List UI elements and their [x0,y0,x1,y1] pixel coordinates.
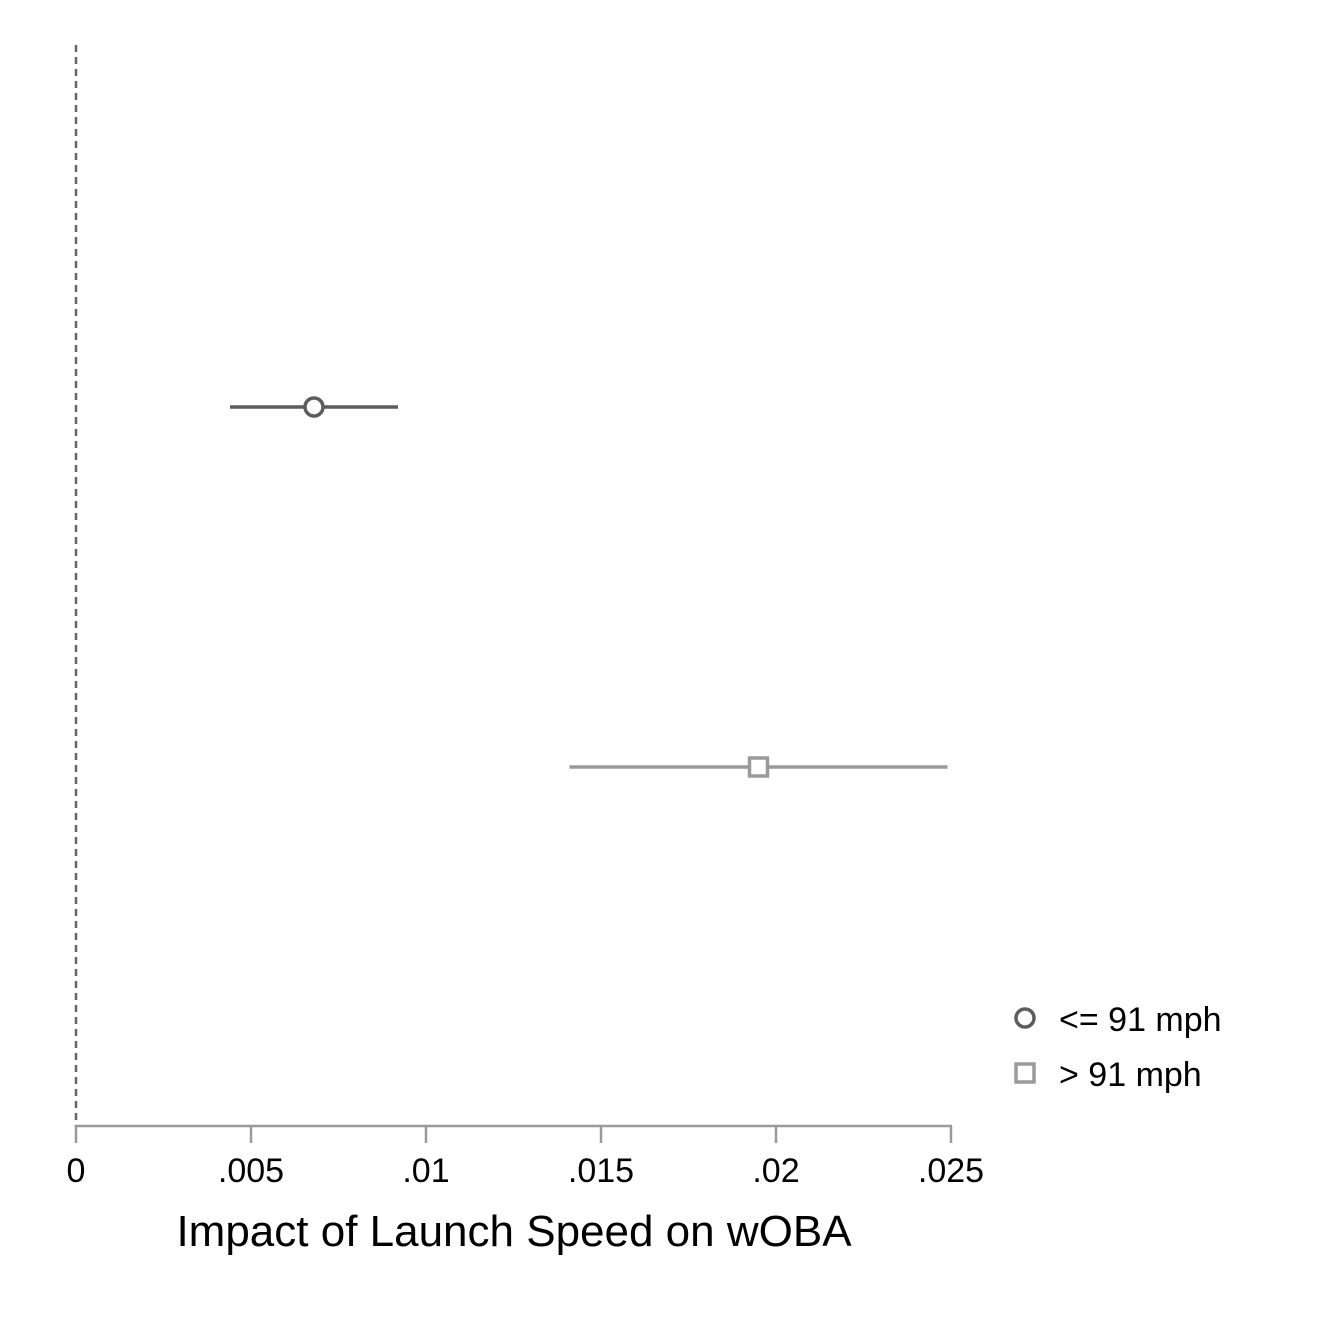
x-axis: 0 .005 .01 .015 .02 .025 [67,1124,984,1190]
series-1 [230,396,398,418]
x-axis-title: Impact of Launch Speed on wOBA [176,1207,852,1256]
x-tick-label: .005 [218,1152,284,1190]
point-estimate-square [747,756,770,778]
series-layer [230,396,948,778]
legend-label: <= 91 mph [1059,1001,1222,1039]
x-tick-label: .02 [752,1152,799,1190]
series-2 [569,756,948,778]
legend-label: > 91 mph [1059,1056,1202,1094]
legend-item: <= 91 mph [1014,1001,1222,1039]
x-tick-label: 0 [67,1152,86,1190]
x-tick-label: .025 [918,1152,984,1190]
legend-circle-marker [1014,1007,1036,1029]
x-tick-label: .01 [402,1152,449,1190]
legend-square-marker [1014,1062,1036,1084]
x-tick-label: .015 [568,1152,634,1190]
legend-item: > 91 mph [1014,1056,1202,1094]
legend: <= 91 mph > 91 mph [1014,1001,1222,1094]
point-estimate-circle [303,396,325,418]
